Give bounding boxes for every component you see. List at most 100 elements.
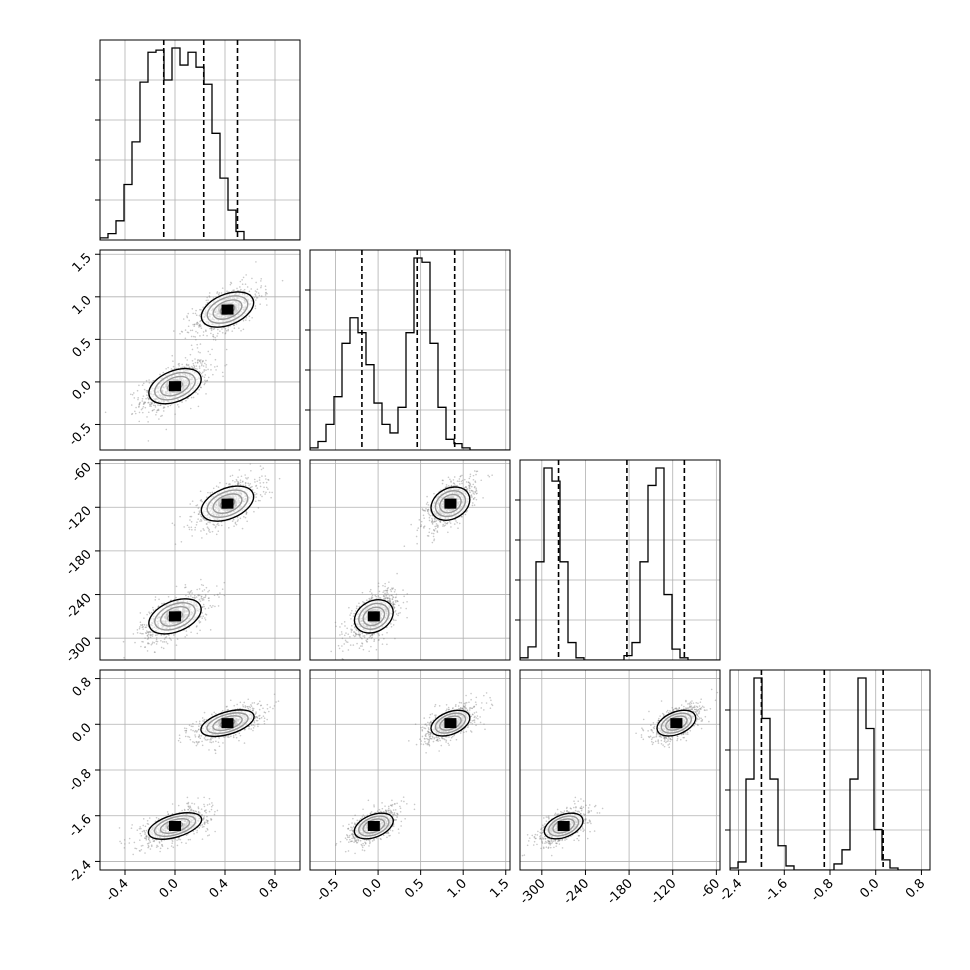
scatter-point [163,641,166,643]
scatter-point [165,428,168,431]
scatter-point [216,365,218,368]
scatter-point [210,327,213,330]
scatter-point [151,402,154,404]
scatter-point [145,626,148,629]
scatter-point [234,521,237,524]
scatter-point [180,841,183,844]
scatter-point [369,598,372,601]
scatter-point [182,318,185,320]
scatter-point [341,637,344,640]
scatter-point [188,528,191,531]
scatter-point [202,306,204,309]
scatter-point [141,384,144,386]
scatter-point [142,641,144,643]
scatter-point [255,299,257,301]
scatter-point [352,615,355,617]
scatter-point [198,598,201,601]
scatter-point [225,363,228,366]
scatter-point [458,480,460,483]
scatter-point [203,823,206,826]
scatter-point [403,545,406,548]
scatter-point [204,374,207,376]
scatter-point [427,508,430,511]
scatter-point [346,627,348,630]
scatter-point [392,605,395,608]
scatter-point [337,644,340,647]
scatter-point [196,504,199,506]
scatter-point [248,290,251,293]
scatter-point [251,489,254,491]
scatter-point [147,637,150,640]
scatter-point [155,643,158,645]
scatter-point [159,847,162,850]
scatter-point [162,407,165,409]
scatter-point [172,330,175,332]
scatter-point [205,393,207,395]
scatter-point [385,593,388,596]
scatter-point [207,607,210,609]
scatter-point [246,286,249,288]
scatter-point [350,618,352,620]
scatter-point [371,596,374,599]
scatter-point [199,824,202,827]
scatter-point [154,651,156,654]
scatter-point [259,485,262,488]
scatter-point [200,597,203,600]
scatter-point [212,335,214,338]
scatter-point [214,339,217,341]
scatter-point [350,631,353,633]
scatter-point [255,261,257,263]
scatter-point [394,637,396,640]
scatter-point [378,590,381,593]
scatter-point [393,606,395,609]
scatter-point [435,520,438,522]
scatter-point [205,809,207,811]
scatter-point [358,631,360,633]
scatter-point [205,359,207,362]
scatter-point [384,589,387,592]
scatter-point [196,323,198,326]
scatter-point [212,333,215,336]
scatter-point [460,480,463,483]
scatter-point [472,492,475,494]
scatter-point [187,331,190,334]
scatter-point [141,830,144,833]
scatter-point [171,813,174,815]
scatter-point [362,635,364,637]
scatter-point [208,295,211,297]
scatter-point [268,491,271,494]
scatter-point [189,407,192,410]
scatter-point [258,476,261,479]
scatter-point [349,614,351,616]
scatter-point [474,480,477,482]
scatter-point [215,369,217,371]
scatter-point [471,489,473,492]
scatter-point [186,316,189,319]
scatter-point [192,312,194,315]
scatter-point [146,624,148,626]
scatter-point [215,485,218,488]
scatter-point [476,470,479,473]
scatter-point [203,369,206,371]
scatter-point [156,409,159,412]
scatter-point [416,542,418,545]
scatter-point [205,811,207,814]
scatter-point [193,594,196,597]
scatter-point [155,846,158,848]
scatter-point [197,811,200,814]
scatter-point [196,368,198,370]
scatter-point [146,634,149,637]
scatter-point [212,604,214,607]
scatter-point [467,481,470,484]
scatter-point [150,643,153,646]
scatter-point [431,541,434,544]
scatter-point [395,596,397,598]
scatter-point [392,604,394,606]
scatter-point [157,605,160,607]
scatter-point [202,603,205,606]
scatter-point [185,594,187,597]
scatter-point [138,384,140,387]
scatter-point [426,509,429,511]
scatter-point [199,629,201,632]
scatter-point [145,397,147,400]
